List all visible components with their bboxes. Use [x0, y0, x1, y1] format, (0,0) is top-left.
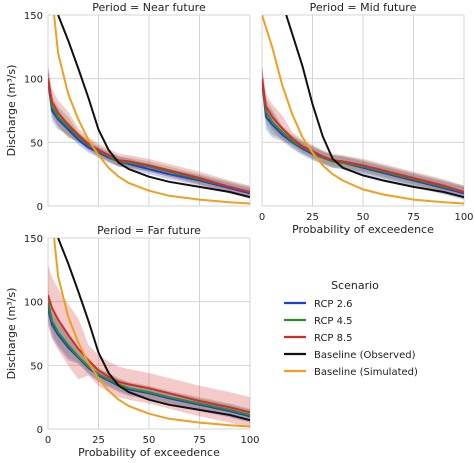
line-rcp85: [48, 294, 250, 414]
line-simulated: [262, 15, 464, 205]
legend-label-rcp45: RCP 4.5: [314, 316, 353, 327]
panel-title: Period = Near future: [92, 1, 206, 14]
line-rcp26: [48, 78, 250, 195]
line-rcp45: [48, 301, 250, 416]
x-tick-label: 0: [259, 212, 265, 223]
x-tick-label: 25: [306, 212, 319, 223]
x-tick-label: 75: [193, 435, 206, 446]
line-rcp45: [262, 78, 464, 193]
x-tick-label: 50: [143, 435, 156, 446]
line-rcp45: [48, 78, 250, 193]
panel-mid: Period = Mid future 0 25 50 75 100 Probability…: [259, 1, 474, 236]
panel-title: Period = Far future: [97, 224, 201, 237]
panel-title: Period = Mid future: [310, 1, 417, 14]
legend-label-simulated: Baseline (Simulated): [314, 367, 418, 378]
panel-near: Period = Near future 0 50 100 150 Discharge (…: [5, 1, 251, 213]
x-tick-label: 100: [454, 212, 473, 223]
y-tick-label: 100: [24, 75, 43, 86]
x-tick-label: 50: [357, 212, 370, 223]
x-tick-label: 75: [407, 212, 420, 223]
line-simulated: [53, 238, 250, 428]
line-observed: [57, 238, 250, 422]
x-axis-label: Probability of exceedence: [78, 446, 220, 459]
y-tick-label: 50: [30, 361, 43, 372]
y-tick-label: 50: [30, 138, 43, 149]
line-rcp85: [48, 78, 250, 193]
y-axis-label: Discharge (m³/s): [5, 65, 18, 157]
y-tick-label: 100: [24, 298, 43, 309]
legend-label-rcp85: RCP 8.5: [314, 333, 353, 344]
band-rcp45: [48, 68, 250, 198]
line-rcp85: [262, 78, 464, 193]
x-tick-label: 100: [240, 435, 259, 446]
line-observed: [285, 15, 464, 199]
legend-label-observed: Baseline (Observed): [314, 350, 416, 361]
panel-far: Period = Far future 0 50 100 150 0 25 50 75 100 Pr…: [5, 224, 260, 459]
legend-label-rcp26: RCP 2.6: [314, 299, 353, 310]
x-axis-label: Probability of exceedence: [292, 223, 434, 236]
band-rcp85: [48, 264, 250, 428]
y-tick-label: 150: [24, 234, 43, 245]
line-simulated: [53, 15, 250, 205]
band-rcp85: [48, 65, 250, 199]
y-tick-label: 0: [37, 202, 43, 213]
band-rcp26: [48, 68, 250, 199]
y-axis-label: Discharge (m³/s): [5, 288, 18, 380]
x-tick-label: 25: [92, 435, 105, 446]
x-tick-label: 0: [45, 435, 51, 446]
y-tick-label: 0: [37, 425, 43, 436]
line-rcp26: [48, 307, 250, 418]
y-tick-label: 150: [24, 11, 43, 22]
legend: Scenario RCP 2.6 RCP 4.5 RCP 8.5 Baselin…: [284, 279, 418, 378]
legend-title: Scenario: [331, 279, 379, 292]
line-observed: [57, 15, 250, 199]
